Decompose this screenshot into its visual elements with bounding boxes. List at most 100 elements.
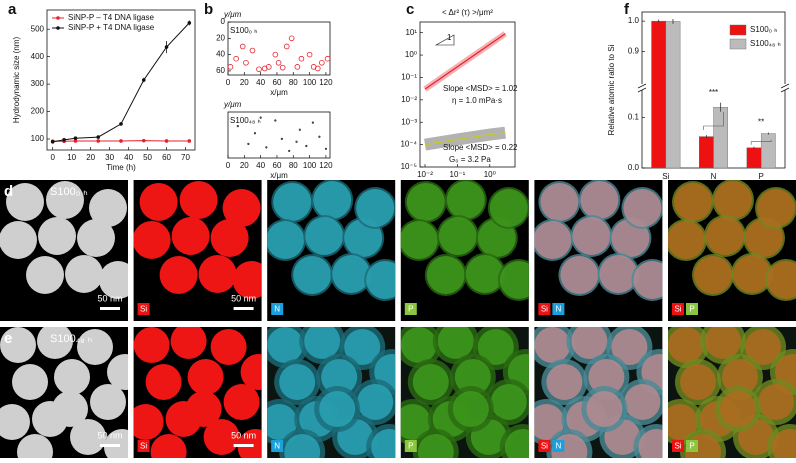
particle [0,327,36,363]
particle [89,189,127,227]
particle [17,434,53,458]
plot-frame [46,9,196,151]
marker [141,138,146,143]
plot-frame [227,21,331,76]
plot-frame [419,21,516,168]
scale-bar [233,307,254,310]
particle [26,256,64,294]
particle-track [259,116,262,119]
particle [284,434,321,458]
y-axis-title: Relative atomic ratio to Si [607,44,616,135]
particle [198,255,237,293]
particle [52,391,88,427]
x-tick-label: 120 [319,161,333,170]
x-tick-label: 10⁻¹ [450,170,466,179]
element-badge [552,440,565,452]
x-tick-label: 0 [50,153,55,162]
particle [70,419,106,455]
particle [332,255,371,293]
particle [706,217,744,255]
y-axis-title: y/μm [223,100,242,109]
particle [223,384,260,420]
particle-track [265,64,272,70]
micrograph: e S100₄₈ ₕ 50 nm [0,327,128,458]
scale-bar [233,444,254,447]
x-tick-label: 10⁻² [417,170,433,179]
particle [267,327,304,363]
x-tick-label: 80 [289,78,298,87]
y-tick-label: 400 [31,52,45,61]
x-axis-title: x/μm [270,171,288,180]
x-tick-label: 50 [143,153,152,162]
y-tick-label: 0.1 [628,112,640,121]
x-tick-label: Si [662,172,669,181]
x-tick-label: 60 [162,153,171,162]
particle [534,221,572,259]
y-tick-label: 500 [31,24,45,33]
particles [133,181,262,299]
particle [133,404,164,440]
micrograph: N [267,180,396,321]
particle-track [239,43,246,50]
x-tick-label: 120 [319,78,333,87]
micrograph: d S100₀ ₕ 50 nm [0,180,128,321]
particle-track [280,137,283,140]
particle [438,217,477,255]
legend-swatch [729,38,747,50]
particle [452,391,489,427]
annotation: Slope <MSD> = 1.02 [443,84,518,93]
particle [546,364,583,400]
element-label: N [274,442,280,451]
particle [159,256,198,294]
element-badge [538,303,551,315]
particle [599,255,638,293]
particle [104,429,128,458]
marker [96,139,101,143]
element-badge [686,440,698,452]
bar [713,106,729,169]
annotation: ** [758,118,764,127]
y-tick-label: 10⁻³ [401,117,417,126]
particle [37,327,73,359]
marker [187,21,192,25]
particle [77,219,115,257]
particle [705,327,741,359]
bar [651,20,667,169]
particle [534,404,565,440]
particle [38,217,76,255]
particle-track [274,119,277,122]
particle [733,255,771,293]
y-tick-label: 10⁻¹ [401,73,417,82]
particle [638,429,663,458]
particle-track [324,147,328,150]
particle-track [275,59,282,66]
panel-label: b [204,1,213,18]
y-tick-label: 0 [221,17,226,26]
y-tick-label: 10⁻⁵ [401,162,417,171]
micrograph: Si N [534,327,663,458]
particle [344,329,381,365]
legend-swatch [729,24,747,36]
x-tick-label: 10⁰ [484,170,496,179]
panel-label: d [4,183,13,200]
significance-bracket [703,112,724,130]
particle-track [243,59,249,66]
particle-track [249,47,256,54]
particle-track [294,64,301,70]
particle-track [295,140,298,143]
particle [412,364,449,400]
x-tick-label: 70 [181,153,190,162]
y-tick-label: 0.9 [628,47,640,56]
particle [187,359,224,395]
bar [665,21,681,169]
particle [0,221,37,259]
micrograph: Si P [668,327,796,458]
particles [133,327,262,458]
element-label: P [689,442,694,451]
x-tick-label: 20 [240,161,249,170]
particle-track [247,142,250,145]
particle [680,364,716,400]
legend-label: S100₀ ₕ [750,25,777,34]
particle-track [233,55,239,62]
particle [417,434,454,458]
